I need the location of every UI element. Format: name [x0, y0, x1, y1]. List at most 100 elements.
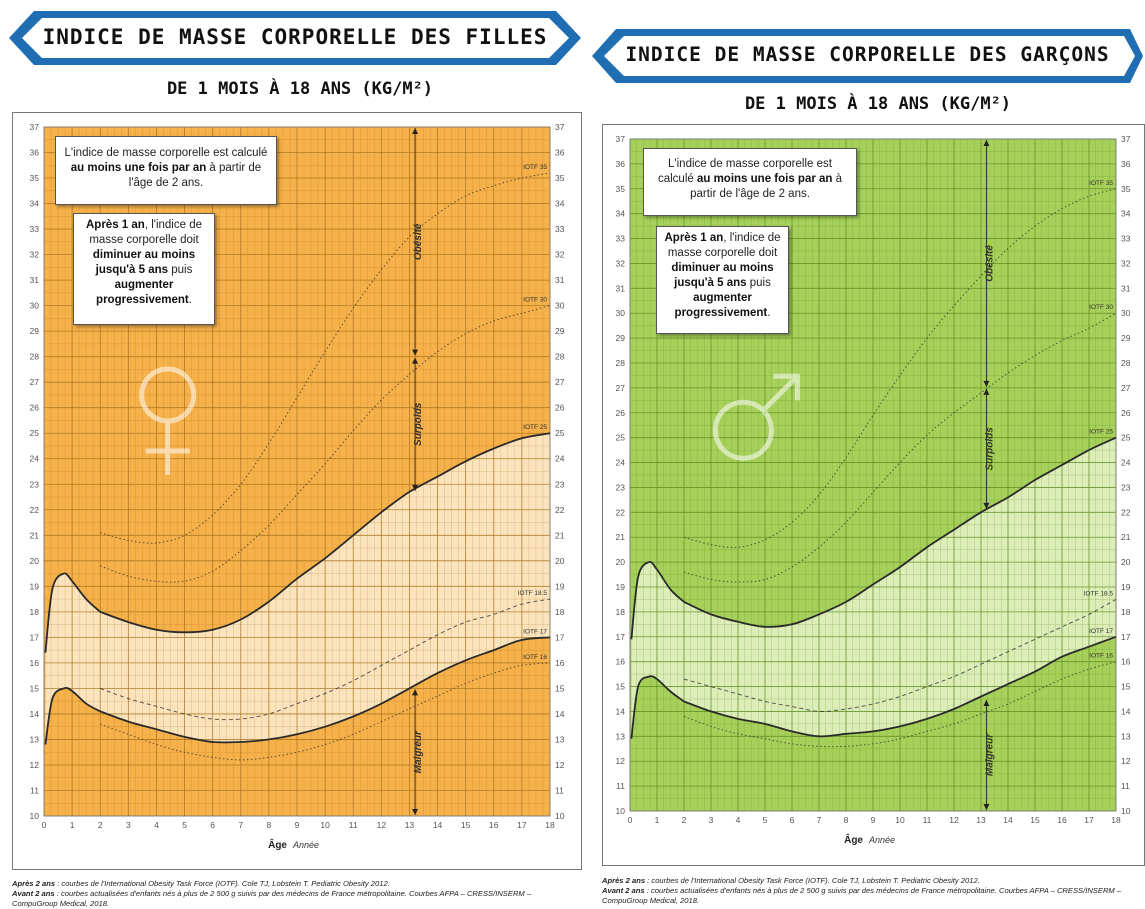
x-tick-label: 10 — [320, 820, 330, 830]
girls-plot-border — [43, 126, 551, 817]
y-tick-label-right: 24 — [1121, 458, 1131, 468]
boys-subtitle: DE 1 MOIS À 18 ANS (KG/M²) — [744, 94, 1012, 114]
y-tick-label-left: 17 — [30, 632, 40, 642]
y-tick-label-right: 15 — [555, 683, 565, 693]
y-tick-label-right: 10 — [1121, 806, 1131, 816]
y-tick-label-right: 37 — [555, 122, 565, 132]
y-tick-label-left: 29 — [616, 333, 626, 343]
y-tick-label-left: 20 — [616, 557, 626, 567]
girls-panel: INDICE DE MASSE CORPORELLE DES FILLES DE… — [6, 8, 584, 909]
boys-box2-bold-2: diminuer au moins jusqu'à 5 ans — [671, 262, 774, 289]
y-tick-label-left: 30 — [30, 301, 40, 311]
y-tick-label-left: 27 — [616, 383, 626, 393]
y-tick-label-left: 37 — [30, 122, 40, 132]
y-tick-label-right: 14 — [1121, 706, 1131, 716]
boys-title-banner: INDICE DE MASSE CORPORELLE DES GARÇONS — [590, 26, 1145, 86]
x-tick-label: 13 — [405, 820, 415, 830]
y-tick-label-left: 21 — [616, 532, 626, 542]
y-tick-label-right: 25 — [555, 428, 565, 438]
boys-plot-border — [629, 138, 1117, 812]
zone-obesity: Obésité — [983, 140, 995, 387]
y-tick-label-left: 23 — [616, 482, 626, 492]
girls-box2-bold-3: augmenter progressivement — [96, 279, 189, 306]
x-axis-label: Âge — [268, 838, 287, 851]
x-tick-label: 14 — [433, 820, 443, 830]
girls-box1-text: L'indice de masse corporelle est calculé — [64, 147, 268, 159]
x-tick-label: 16 — [1057, 815, 1067, 825]
y-tick-label-left: 14 — [30, 709, 40, 719]
x-axis-unit: Année — [868, 835, 895, 845]
x-tick-label: 11 — [923, 815, 932, 825]
girls-info-box-2: Après 1 an, l'indice de masse corporelle… — [73, 213, 215, 325]
zone-overweight: Surpoids — [983, 388, 995, 509]
y-tick-label-right: 20 — [555, 556, 565, 566]
y-tick-label-right: 34 — [1121, 209, 1131, 219]
y-tick-label-left: 31 — [616, 283, 626, 293]
series-line-iotf-35 — [100, 172, 551, 544]
series-label: IOTF 25 — [523, 424, 547, 431]
boys-footnote-2: : courbes actualisées d'enfants nés à pl… — [602, 886, 1122, 905]
y-tick-label-left: 15 — [30, 683, 40, 693]
y-tick-label-right: 21 — [1121, 532, 1131, 542]
y-tick-label-right: 29 — [555, 326, 565, 336]
zone-thinness: Maigreur — [412, 689, 424, 815]
male-symbol-arrow-shaft — [761, 376, 798, 412]
series-label: IOTF 30 — [1089, 304, 1113, 311]
x-tick-label: 17 — [517, 820, 527, 830]
y-tick-label-right: 16 — [1121, 657, 1131, 667]
y-tick-label-right: 12 — [555, 760, 565, 770]
y-tick-label-right: 28 — [1121, 358, 1131, 368]
zone-label: Surpoids — [413, 402, 424, 446]
y-tick-label-left: 19 — [616, 582, 626, 592]
y-tick-label-right: 35 — [1121, 184, 1131, 194]
y-tick-label-right: 29 — [1121, 333, 1131, 343]
boys-box2-bold-1: Après 1 an — [664, 232, 724, 244]
boys-footnote: Après 2 ans : courbes de l'International… — [602, 876, 1142, 906]
boys-box2-text-3: . — [767, 307, 771, 319]
x-tick-label: 0 — [42, 820, 47, 830]
y-tick-label-right: 23 — [1121, 482, 1131, 492]
girls-box2-text-1: , l'indice de masse corporelle doit — [89, 219, 202, 246]
girls-chart-frame: 10 10 11 11 12 12 13 13 14 14 15 15 16 16 17 17 18 18 19 19… — [12, 112, 582, 870]
series-label: IOTF 35 — [1089, 180, 1113, 187]
y-tick-label-left: 22 — [616, 507, 626, 517]
y-tick-label-left: 10 — [30, 811, 40, 821]
girls-footnote-2: : courbes actualisées d'enfants nés à pl… — [12, 889, 532, 908]
series-label: IOTF 16 — [523, 654, 547, 661]
series-line-courbe-haute-2-ans — [44, 572, 101, 653]
zone-overweight: Surpoids — [412, 357, 424, 491]
y-tick-label-left: 28 — [616, 358, 626, 368]
zone-arrow-head-bottom — [412, 349, 419, 356]
y-tick-label-right: 12 — [1121, 756, 1131, 766]
zone-arrow-head-top — [983, 388, 990, 395]
girls-box2-text-2: puis — [168, 264, 193, 276]
x-tick-label: 7 — [817, 815, 822, 825]
x-tick-label: 6 — [790, 815, 795, 825]
zone-arrow-head-bottom — [412, 809, 419, 815]
girls-footnote: Après 2 ans : courbes de l'International… — [12, 879, 572, 909]
zone-label: Maigreur — [984, 733, 995, 776]
y-tick-label-right: 27 — [555, 377, 565, 387]
y-tick-label-left: 37 — [616, 134, 626, 144]
y-tick-label-left: 13 — [616, 731, 626, 741]
x-tick-label: 15 — [1030, 815, 1040, 825]
x-tick-label: 9 — [871, 815, 876, 825]
y-tick-label-left: 35 — [616, 184, 626, 194]
y-tick-label-left: 25 — [616, 433, 626, 443]
x-tick-label: 6 — [210, 820, 215, 830]
series-label: IOTF 17 — [1089, 628, 1113, 635]
y-tick-label-right: 18 — [1121, 607, 1131, 617]
y-tick-label-left: 18 — [616, 607, 626, 617]
girls-info-box-1: L'indice de masse corporelle est calculé… — [55, 136, 277, 205]
y-tick-label-left: 12 — [30, 760, 40, 770]
girls-title-banner: INDICE DE MASSE CORPORELLE DES FILLES — [6, 8, 584, 68]
x-tick-label: 7 — [238, 820, 243, 830]
series-line-iotf-16 — [683, 661, 1117, 748]
y-tick-label-right: 28 — [555, 352, 565, 362]
girls-normal-zone-band — [45, 433, 551, 745]
banner-shape — [592, 29, 1143, 83]
male-symbol-circle — [712, 399, 774, 461]
y-tick-label-right: 18 — [555, 607, 565, 617]
y-tick-label-right: 34 — [555, 199, 565, 209]
series-label: IOTF 18.5 — [1084, 590, 1114, 597]
